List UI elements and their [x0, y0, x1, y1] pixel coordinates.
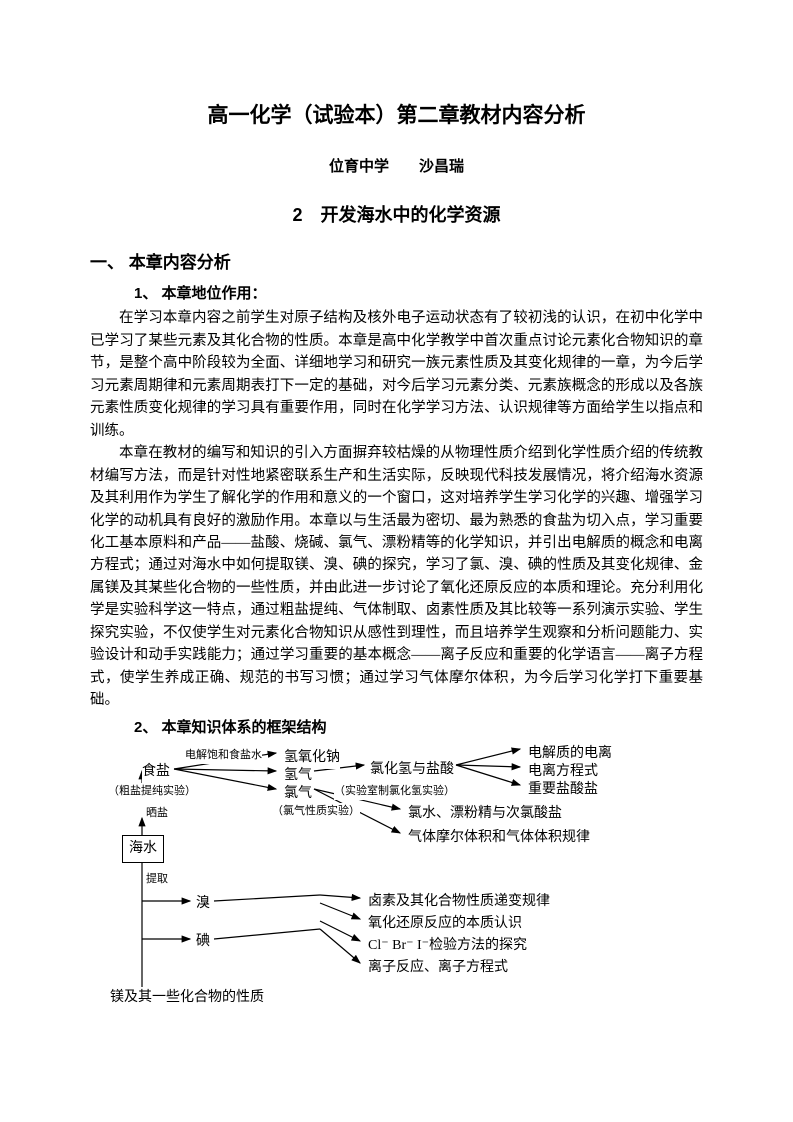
paragraph-2: 本章在教材的编写和知识的引入方面摒弃较枯燥的从物理性质介绍到化学性质介绍的传统教…	[90, 442, 703, 712]
diagram-node-tiqv: 提取	[146, 871, 168, 888]
diagram-node-lusu: 卤素及其化合物性质递变规律	[368, 891, 550, 913]
diagram-node-qiti: 气体摩尔体积和气体体积规律	[408, 827, 590, 849]
diagram-node-dianjiebao: 电解饱和食盐水	[185, 747, 262, 764]
section-heading-1: 一、 本章内容分析	[90, 250, 703, 276]
diagram-node-lizi: 离子反应、离子方程式	[368, 957, 508, 979]
diagram-node-yanghua: 氧化还原反应的本质认识	[368, 913, 522, 935]
author-line: 位育中学 沙昌瑞	[90, 155, 703, 178]
diagram-node-zhongyao: 重要盐酸盐	[528, 779, 598, 801]
diagram-node-cl2: 氯气	[284, 783, 312, 805]
diagram-node-haishui: 海水	[122, 835, 164, 863]
paragraph-1: 在学习本章内容之前学生对原子结构及核外电子运动状态有了较初浅的认识，在初中化学中…	[90, 307, 703, 442]
subsection-heading-1: 1、 本章地位作用：	[134, 282, 703, 305]
document-title: 高一化学（试验本）第二章教材内容分析	[90, 100, 703, 133]
diagram-node-lushui: 氯水、漂粉精与次氯酸盐	[408, 803, 562, 825]
diagram-node-dian: 碘	[196, 931, 210, 953]
diagram-node-mei: 镁及其一些化合物的性质	[110, 987, 264, 1009]
knowledge-framework-diagram: 海水食盐（粗盐提纯实验）晒盐提取电解饱和食盐水氢氧化钠氢气氯气（氯气性质实验）氯…	[90, 743, 700, 1033]
subsection-heading-2: 2、 本章知识体系的框架结构	[134, 716, 703, 739]
diagram-node-jianyan: Cl⁻ Br⁻ I⁻检验方法的探究	[368, 935, 527, 957]
diagram-node-xiu: 溴	[196, 893, 210, 915]
diagram-node-shiyanshi: （实验室制氯化氢实验）	[334, 783, 455, 800]
diagram-node-shaiyan: 晒盐	[146, 805, 168, 822]
diagram-node-cl2xingzhi: （氯气性质实验）	[272, 803, 360, 820]
diagram-node-hcl: 氯化氢与盐酸	[370, 759, 454, 781]
diagram-node-shiyan: 食盐	[142, 761, 170, 783]
diagram-node-cuyantichun: （粗盐提纯实验）	[108, 783, 196, 800]
chapter-title: 2 开发海水中的化学资源	[90, 202, 703, 230]
